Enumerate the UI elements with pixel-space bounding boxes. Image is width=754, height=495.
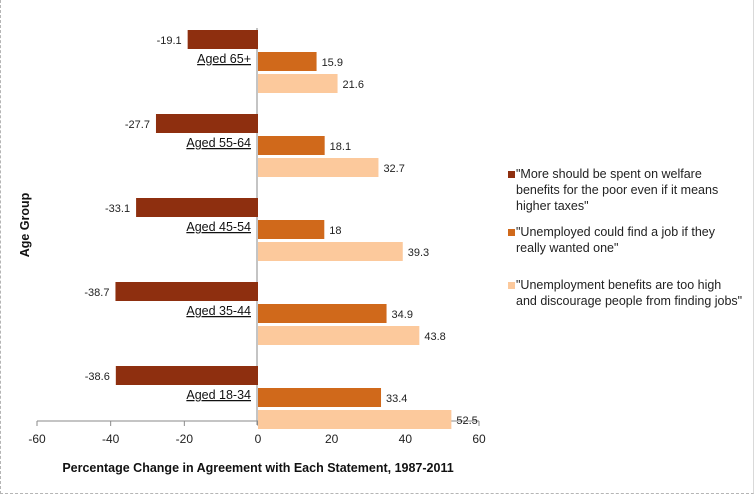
x-tick-label: -20 (176, 432, 194, 446)
data-label: 18.1 (330, 141, 351, 153)
data-label: 18 (329, 225, 341, 237)
bar-aged-65--series-2 (258, 74, 338, 93)
bar-aged-55-64-series-0 (155, 114, 258, 133)
category-label: Aged 65+ (197, 52, 251, 66)
legend-label-unemployed-job: "Unemployed could find a job if they rea… (516, 225, 715, 255)
x-tick-label: -60 (28, 432, 46, 446)
legend-swatch-unemployed-job (508, 229, 515, 236)
legend-swatch-welfare (508, 171, 515, 178)
data-label: 33.4 (386, 393, 407, 405)
bar-aged-35-44-series-2 (258, 326, 420, 345)
bar-aged-65--series-0 (187, 30, 258, 49)
data-label: 21.6 (343, 79, 364, 91)
x-axis-title: Percentage Change in Agreement with Each… (62, 461, 453, 475)
x-tick-label: 60 (472, 432, 486, 446)
bar-aged-18-34-series-0 (115, 366, 258, 385)
data-label: -27.7 (125, 119, 150, 131)
data-label: 39.3 (408, 247, 429, 259)
category-label: Aged 45-54 (186, 220, 251, 234)
bar-aged-45-54-series-0 (136, 198, 258, 217)
legend-label-benefits-too-high: "Unemployment benefits are too high and … (516, 278, 743, 308)
bar-aged-35-44-series-0 (115, 282, 258, 301)
bar-aged-45-54-series-2 (258, 242, 403, 261)
data-label: 34.9 (392, 309, 413, 321)
bar-aged-55-64-series-2 (258, 158, 379, 177)
category-label: Aged 55-64 (186, 136, 251, 150)
legend-label-welfare: "More should be spent on welfare benefit… (516, 167, 719, 213)
bar-aged-45-54-series-1 (258, 220, 325, 239)
x-tick-label: -40 (102, 432, 120, 446)
data-label: -19.1 (157, 35, 182, 47)
bar-aged-35-44-series-1 (258, 304, 387, 323)
label-group: -19.1 15.921.6 Aged 65+ -27.7 18.1 32.7 Aged 5… (84, 35, 477, 427)
data-label: -38.6 (85, 371, 110, 383)
legend-swatch-benefits-too-high (508, 282, 515, 289)
x-tick-label: 20 (325, 432, 339, 446)
bar-aged-55-64-series-1 (258, 136, 325, 155)
bar-group (115, 30, 452, 429)
data-label: -38.7 (84, 287, 109, 299)
category-label: Aged 35-44 (186, 304, 251, 318)
x-tick-label: 40 (399, 432, 413, 446)
data-label: 15.9 (322, 57, 343, 69)
data-label: -33.1 (105, 203, 130, 215)
bar-aged-18-34-series-1 (258, 388, 382, 407)
data-label: 52.5 (456, 415, 477, 427)
data-label: 32.7 (383, 163, 404, 175)
bar-aged-65--series-1 (258, 52, 317, 71)
y-axis-title: Age Group (18, 192, 32, 257)
bar-aged-18-34-series-2 (258, 410, 452, 429)
category-label: Aged 18-34 (186, 388, 251, 402)
x-tick-label: 0 (255, 432, 262, 446)
data-label: 43.8 (424, 331, 445, 343)
